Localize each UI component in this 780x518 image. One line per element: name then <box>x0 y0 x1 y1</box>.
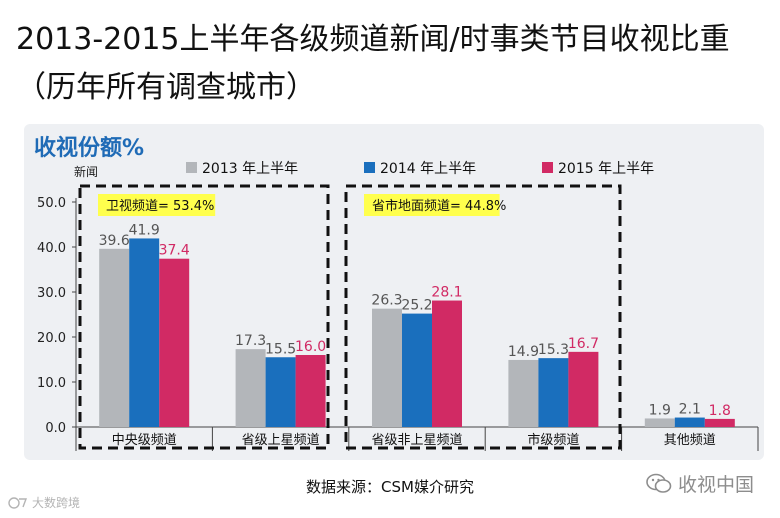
x-category-label: 中央级频道 <box>112 433 177 448</box>
page-title: 2013-2015上半年各级频道新闻/时事类节目收视比重 <box>16 22 730 57</box>
group-total-highlight <box>98 194 216 216</box>
watermark-right: 收视中国 <box>646 470 754 497</box>
y-tick-label: 10.0 <box>37 376 66 391</box>
legend-swatch <box>186 162 197 173</box>
watermark-left: 大数跨境 <box>8 494 80 511</box>
bar <box>129 238 160 427</box>
bar-value-label: 15.3 <box>538 342 569 358</box>
legend-swatch <box>542 162 553 173</box>
watermark-left-text: 大数跨境 <box>32 496 81 510</box>
bar-value-label: 1.8 <box>709 403 731 419</box>
chart-panel-title: 收视份额% <box>34 136 145 161</box>
bar-value-label: 41.9 <box>129 222 160 238</box>
bar <box>508 359 539 427</box>
bar-value-label: 28.1 <box>431 285 462 301</box>
bar-value-label: 14.9 <box>508 344 539 360</box>
bar <box>295 355 326 427</box>
brand-logo-icon <box>8 496 28 509</box>
y-tick-label: 0.0 <box>45 421 66 436</box>
y-tick-label: 50.0 <box>37 196 66 211</box>
bar-value-label: 25.2 <box>401 298 432 314</box>
group-total-highlight <box>364 194 500 216</box>
bar <box>99 248 130 427</box>
x-category-label: 其他频道 <box>664 433 716 448</box>
bar-value-label: 15.5 <box>265 341 296 357</box>
group-total-label: 卫视频道= 53.4% <box>106 199 214 214</box>
bar-value-label: 16.0 <box>295 339 326 355</box>
x-category-label: 省级非上星频道 <box>371 433 462 448</box>
watermark-right-text: 收视中国 <box>677 474 754 496</box>
group-dashed-box <box>78 184 330 450</box>
bar <box>159 258 190 427</box>
bar <box>674 417 705 427</box>
bar <box>402 313 432 427</box>
legend-label: 2014 年上半年 <box>380 161 476 177</box>
bar-value-label: 37.4 <box>159 243 190 259</box>
y-axis-label: 新闻 <box>74 164 98 179</box>
data-source-note: 数据来源：CSM媒介研究 <box>306 478 474 496</box>
bar <box>704 418 735 427</box>
bar <box>644 418 675 427</box>
y-tick-label: 20.0 <box>37 331 66 346</box>
bar <box>538 358 569 427</box>
legend-swatch <box>364 162 375 173</box>
bar <box>235 349 266 427</box>
bar <box>432 300 462 427</box>
bar-value-label: 26.3 <box>371 293 402 309</box>
group-total-label: 省市地面频道= 44.8% <box>372 198 506 214</box>
bar-value-label: 2.1 <box>679 402 701 418</box>
x-category-label: 省级上星频道 <box>242 433 320 448</box>
wechat-icon <box>646 473 672 493</box>
bar-value-label: 39.6 <box>99 233 130 249</box>
group-dashed-box <box>344 184 622 450</box>
bar-value-label: 16.7 <box>568 336 599 352</box>
legend-label: 2015 年上半年 <box>558 161 654 177</box>
legend-label: 2013 年上半年 <box>202 161 298 177</box>
y-tick-label: 30.0 <box>37 286 66 301</box>
bar <box>372 308 402 427</box>
bar-value-label: 1.9 <box>649 402 671 418</box>
page-subtitle: （历年所有调查城市） <box>16 70 316 105</box>
bar-value-label: 17.3 <box>235 333 266 349</box>
bar <box>568 351 599 427</box>
x-category-label: 市级频道 <box>527 432 579 448</box>
bar <box>265 357 296 427</box>
y-tick-label: 40.0 <box>37 241 66 256</box>
